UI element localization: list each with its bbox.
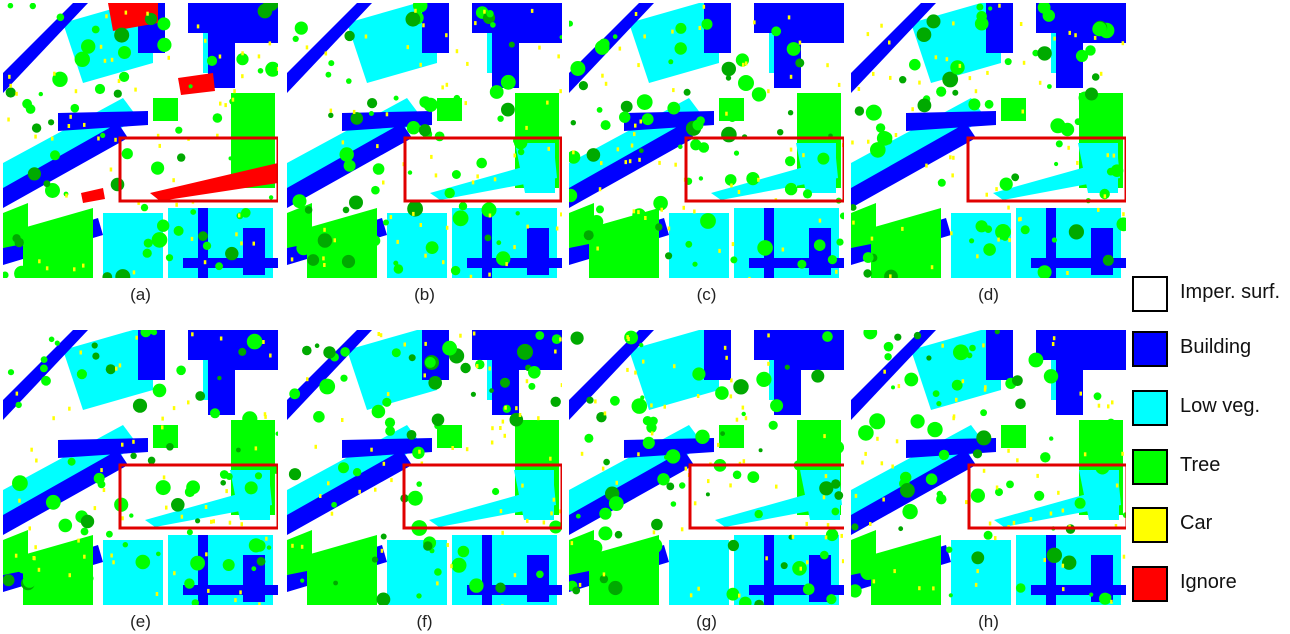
legend-label: Tree <box>1180 454 1221 476</box>
panel-caption: (f) <box>416 612 433 631</box>
legend-swatch <box>1132 390 1168 426</box>
highlight-box <box>966 136 1126 203</box>
highlight-box <box>688 463 844 530</box>
segmentation-map-7 <box>569 330 844 605</box>
segmentation-map-5 <box>3 330 278 605</box>
legend-swatch <box>1132 449 1168 485</box>
segmentation-map-8 <box>851 330 1126 605</box>
segmentation-map-6 <box>287 330 562 605</box>
highlight-box <box>402 463 562 530</box>
highlight-box <box>967 463 1126 530</box>
panel-caption: (d) <box>978 285 999 304</box>
legend-label: Car <box>1180 512 1213 534</box>
legend-label: Low veg. <box>1180 395 1261 417</box>
legend-swatch <box>1132 507 1168 543</box>
segmentation-map-2 <box>287 3 562 278</box>
legend-swatch <box>1132 566 1168 602</box>
panel-caption: (g) <box>696 612 717 631</box>
panel-caption: (h) <box>978 612 999 631</box>
highlight-box <box>684 136 844 203</box>
legend-label: Imper. surf. <box>1180 281 1281 303</box>
legend-swatch <box>1132 331 1168 367</box>
panel-caption: (c) <box>696 285 717 304</box>
segmentation-map-4 <box>851 3 1126 278</box>
highlight-box <box>403 136 562 203</box>
highlight-box <box>118 136 278 203</box>
panel-caption: (e) <box>130 612 151 631</box>
panel-caption: (b) <box>414 285 435 304</box>
panel-caption: (a) <box>130 285 151 304</box>
legend-swatch <box>1132 276 1168 312</box>
segmentation-map-3 <box>569 3 844 278</box>
legend-label: Building <box>1180 336 1252 358</box>
legend-label: Ignore <box>1180 571 1237 593</box>
segmentation-map-1 <box>3 3 278 278</box>
highlight-box <box>118 463 278 530</box>
